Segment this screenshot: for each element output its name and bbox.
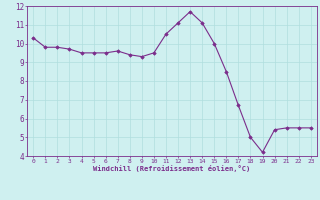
X-axis label: Windchill (Refroidissement éolien,°C): Windchill (Refroidissement éolien,°C) bbox=[93, 165, 251, 172]
